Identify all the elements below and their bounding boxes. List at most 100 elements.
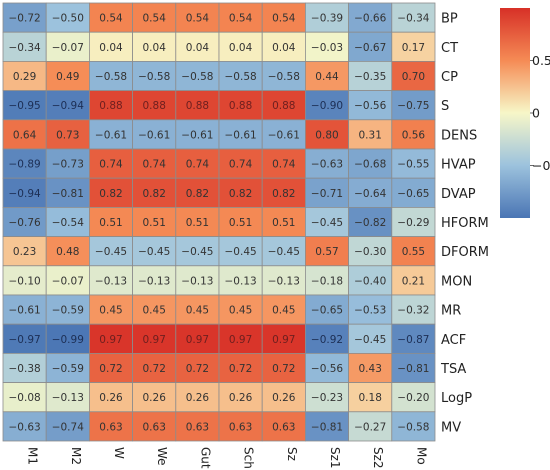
- cell-value-label: −0.08: [9, 392, 41, 404]
- cell-value-label: −0.92: [311, 334, 343, 346]
- legend-tick-label: −0.5: [532, 158, 550, 173]
- cell-value-label: −0.35: [354, 71, 386, 83]
- cell-value-label: −0.03: [311, 42, 343, 54]
- heatmap-cell: [304, 119, 349, 150]
- heatmap-cell: [304, 323, 349, 354]
- legend-colorbar: [500, 8, 530, 218]
- cell-value-label: 0.72: [143, 363, 166, 375]
- heatmap-cell: [261, 411, 306, 442]
- cell-value-label: −0.53: [354, 305, 386, 317]
- cell-value-label: −0.29: [397, 217, 429, 229]
- cell-value-label: 0.74: [272, 159, 296, 171]
- heatmap-cell: [2, 61, 47, 92]
- cell-value-label: 0.88: [143, 100, 166, 112]
- cell-value-label: 0.26: [99, 392, 123, 404]
- cell-value-label: −0.94: [52, 100, 84, 112]
- column-label: We: [155, 447, 169, 466]
- row-label: HVAP: [441, 158, 476, 173]
- heatmap-cell: [348, 323, 393, 354]
- cell-value-label: −0.18: [311, 275, 343, 287]
- heatmap-cell: [261, 236, 306, 267]
- cell-value-label: −0.13: [138, 275, 170, 287]
- heatmap-cell: [348, 31, 393, 62]
- column-label: Sz2: [371, 447, 385, 469]
- cell-value-label: −0.61: [225, 129, 257, 141]
- heatmap-cell: [218, 31, 263, 62]
- heatmap-cell: [132, 382, 177, 413]
- heatmap-cell: [261, 177, 306, 208]
- heatmap-cell: [304, 177, 349, 208]
- heatmap-cell: [45, 236, 90, 267]
- heatmap-cell: [261, 31, 306, 62]
- cell-value-label: −0.66: [354, 13, 386, 25]
- column-label: M2: [69, 447, 83, 465]
- cell-value-label: −0.07: [52, 275, 84, 287]
- cell-value-label: 0.45: [229, 305, 252, 317]
- row-label: MV: [441, 420, 461, 435]
- heatmap-cell: [261, 294, 306, 325]
- cell-value-label: −0.97: [9, 334, 41, 346]
- heatmap-cell: [391, 61, 436, 92]
- heatmap-cell: [45, 206, 90, 237]
- cell-value-label: −0.81: [52, 188, 84, 200]
- cell-value-label: 0.97: [229, 334, 252, 346]
- heatmap-cell: [218, 206, 263, 237]
- cell-value-label: −0.71: [311, 188, 343, 200]
- cell-value-label: −0.72: [9, 13, 41, 25]
- cell-value-label: −0.81: [397, 363, 429, 375]
- row-label: S: [441, 99, 449, 114]
- cell-value-label: −0.90: [311, 100, 343, 112]
- color-legend: 0.5 0 −0.5: [500, 8, 550, 218]
- heatmap-cell: [348, 206, 393, 237]
- cell-value-label: 0.49: [56, 71, 79, 83]
- heatmap-cell: [89, 206, 134, 237]
- cell-value-label: −0.07: [52, 42, 84, 54]
- heatmap-cell: [89, 323, 134, 354]
- cell-value-label: −0.45: [268, 246, 300, 258]
- cell-value-label: 0.74: [99, 159, 123, 171]
- heatmap-cell: [45, 411, 90, 442]
- heatmap-cell: [261, 119, 306, 150]
- cell-value-label: 0.82: [272, 188, 295, 200]
- row-label: MR: [441, 304, 461, 319]
- heatmap-cell: [175, 148, 220, 179]
- cell-value-label: −0.76: [9, 217, 41, 229]
- heatmap-cell: [45, 31, 90, 62]
- heatmap-cell: [132, 352, 177, 383]
- heatmap-cell: [391, 206, 436, 237]
- cell-value-label: −0.61: [268, 129, 300, 141]
- cell-value-label: −0.45: [138, 246, 170, 258]
- heatmap-cell: [175, 323, 220, 354]
- cell-value-label: 0.26: [229, 392, 253, 404]
- heatmap-cell: [2, 265, 47, 296]
- cell-value-label: 0.45: [186, 305, 209, 317]
- cell-value-label: −0.95: [9, 100, 41, 112]
- heatmap-cell: [304, 31, 349, 62]
- cell-value-label: 0.51: [143, 217, 166, 229]
- heatmap-cell: [218, 177, 263, 208]
- heatmap-cell: [89, 148, 134, 179]
- heatmap-cell: [175, 411, 220, 442]
- heatmap-cell: [132, 294, 177, 325]
- cell-value-label: 0.70: [402, 71, 425, 83]
- cell-value-label: −0.10: [9, 275, 41, 287]
- cell-value-label: 0.43: [359, 363, 382, 375]
- heatmap-cell: [348, 90, 393, 121]
- cell-value-label: −0.13: [268, 275, 300, 287]
- cell-value-label: −0.61: [181, 129, 213, 141]
- heatmap-cell: [261, 265, 306, 296]
- heatmap-cell: [89, 294, 134, 325]
- heatmap-cell: [45, 119, 90, 150]
- cell-value-label: −0.56: [354, 100, 386, 112]
- heatmap-cell: [348, 61, 393, 92]
- cell-value-label: 0.54: [143, 13, 167, 25]
- cell-value-label: −0.27: [354, 421, 386, 433]
- cell-value-label: −0.61: [138, 129, 170, 141]
- cell-value-label: 0.04: [186, 42, 210, 54]
- cell-value-label: 0.45: [143, 305, 166, 317]
- heatmap-cell: [175, 294, 220, 325]
- cell-value-label: 0.04: [229, 42, 253, 54]
- heatmap-cell: [2, 177, 47, 208]
- cell-value-label: 0.74: [229, 159, 253, 171]
- cell-value-label: 0.97: [143, 334, 166, 346]
